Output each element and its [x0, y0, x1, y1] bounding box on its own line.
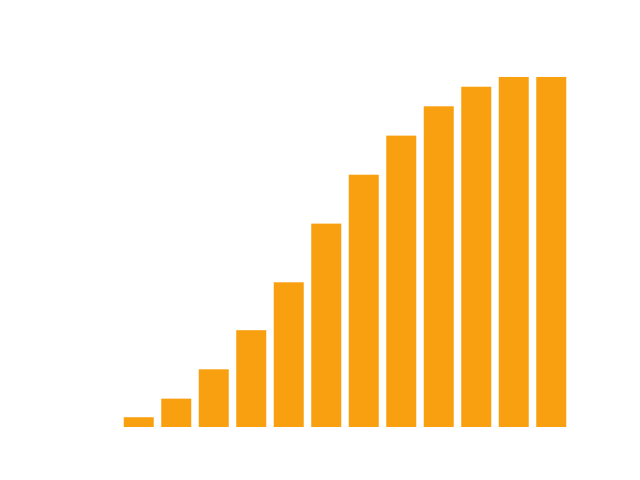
bar-4	[236, 330, 267, 427]
bar-8	[386, 135, 417, 427]
bar-9	[423, 106, 454, 427]
bar-1	[123, 417, 154, 427]
bar-2	[161, 398, 192, 427]
bar-11	[498, 76, 529, 428]
bar-7	[348, 174, 379, 427]
bar-6	[311, 223, 342, 427]
bar-3	[198, 369, 229, 427]
bar-5	[273, 282, 304, 427]
bar-10	[461, 86, 492, 427]
bar-12	[536, 76, 567, 428]
bar-series	[123, 76, 567, 428]
